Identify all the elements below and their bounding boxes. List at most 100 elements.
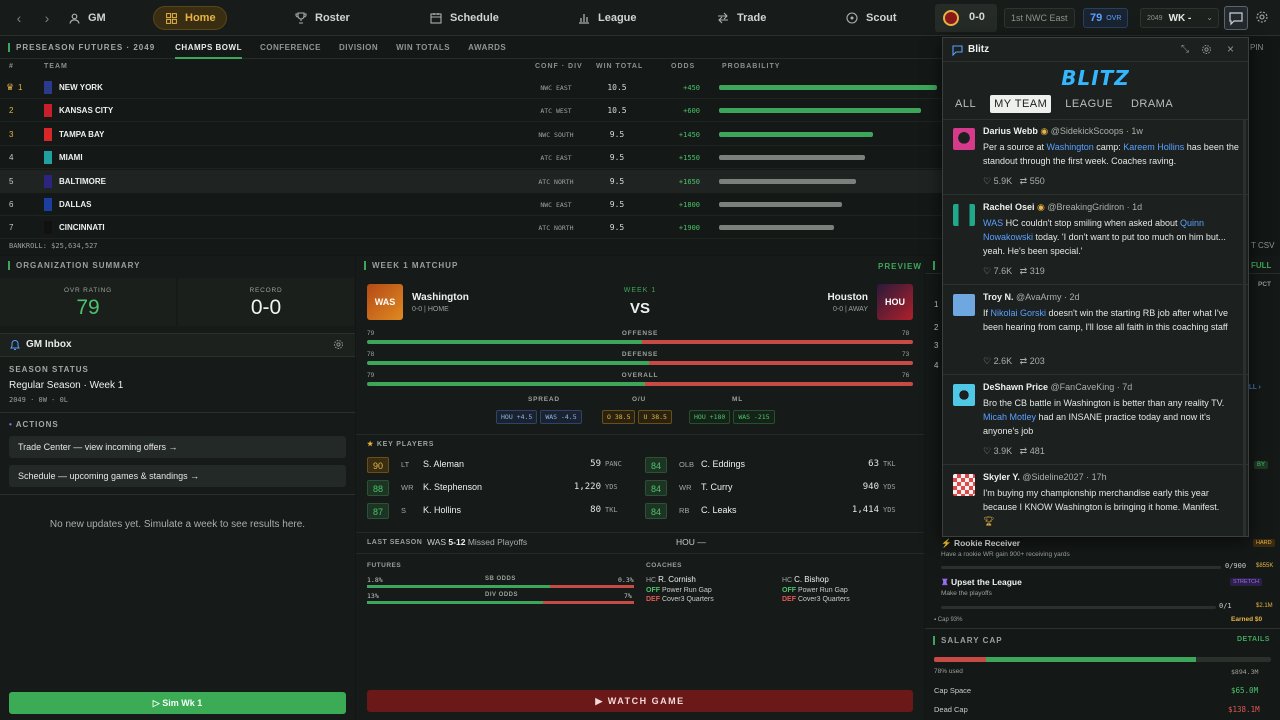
feed-scrollbar[interactable] <box>1243 120 1246 536</box>
tab-awards[interactable]: AWARDS <box>468 42 507 52</box>
details-link[interactable]: DETAILS <box>1237 636 1270 643</box>
user-icon <box>67 11 81 25</box>
team-link[interactable]: Washington <box>1046 142 1094 152</box>
heart-icon[interactable]: ♡ <box>983 176 992 186</box>
table-row[interactable]: 5 BALTIMORE ATC NORTH 9.5 +1650 <box>0 169 942 193</box>
collapse-icon[interactable]: ⤡ <box>1181 44 1189 55</box>
tab-all[interactable]: ALL <box>955 98 977 110</box>
player-link[interactable]: Micah Motley <box>983 412 1037 422</box>
key-player-row[interactable]: 87 S K. Hollins 80 TKL <box>367 503 618 521</box>
division-rank-pill: 1st NWC East <box>1004 8 1075 28</box>
repost-icon[interactable]: ⇄ <box>1019 446 1028 456</box>
gear-icon[interactable] <box>1201 44 1212 58</box>
table-row[interactable]: 6 DALLAS NWC EAST 9.5 +1800 <box>0 193 942 216</box>
gear-icon[interactable] <box>333 339 344 353</box>
player-link[interactable]: Nikolai Gorski <box>990 308 1047 318</box>
nav-trade[interactable]: Trade <box>716 6 766 30</box>
key-player-row[interactable]: 84 WR T. Curry 940 YDS <box>645 480 896 498</box>
nav-gm[interactable]: GM <box>67 6 106 30</box>
settings-gear-icon[interactable] <box>1255 10 1269 24</box>
post[interactable]: DeShawn Price @FanCaveKing · 7d Bro the … <box>943 376 1248 465</box>
full-link[interactable]: FULL <box>1251 261 1272 270</box>
post[interactable]: Rachel Osei ◉ @BreakingGridiron · 1d WAS… <box>943 196 1248 285</box>
heart-icon[interactable]: ♡ <box>983 446 992 456</box>
watch-game-button[interactable]: ▶ WATCH GAME <box>367 690 913 712</box>
post-header: Rachel Osei ◉ @BreakingGridiron · 1d <box>983 202 1142 213</box>
view-all-link[interactable]: LL › <box>1249 384 1261 391</box>
sim-week-button[interactable]: ▷ Sim Wk 1 <box>9 692 346 714</box>
key-player-row[interactable]: 84 OLB C. Eddings 63 TKL <box>645 457 896 475</box>
coach-home-hc: HC R. Cornish <box>646 575 714 586</box>
record-value: 0-0 <box>250 296 282 319</box>
table-row[interactable]: ♛ 1 NEW YORK NWC EAST 10.5 +450 <box>0 76 942 99</box>
key-player-row[interactable]: 84 RB C. Leaks 1,414 YDS <box>645 503 896 521</box>
table-row[interactable]: 2 KANSAS CITY ATC WEST 10.5 +600 <box>0 99 942 123</box>
gm-inbox-header[interactable]: GM Inbox <box>0 333 355 357</box>
table-row[interactable]: 4 MIAMI ATC EAST 9.5 +1550 <box>0 146 942 170</box>
col-odds: ODDS <box>671 63 696 70</box>
nav-scout[interactable]: Scout <box>845 6 897 30</box>
bolt-icon: ⚡ <box>941 538 954 548</box>
forward-arrow-icon[interactable]: › <box>44 10 50 26</box>
player-link[interactable]: Quinn Nowakowski <box>983 218 1205 242</box>
action-schedule[interactable]: Schedule — upcoming games & standings → <box>9 465 346 487</box>
star-icon: ★ <box>367 441 377 448</box>
rank-cell: 1 <box>18 83 23 92</box>
back-arrow-icon[interactable]: ‹ <box>16 10 22 26</box>
probability-bar <box>719 202 843 207</box>
trophy-icon: 🏆︎ <box>983 516 995 526</box>
divider <box>0 494 355 495</box>
player-link[interactable]: Kareem Hollins <box>1123 142 1185 152</box>
week-label: WEEK 1 <box>623 287 657 294</box>
repost-icon[interactable]: ⇄ <box>1019 266 1028 276</box>
week-select[interactable]: 2049 WK - ⌄ <box>1140 8 1219 28</box>
post-author: Troy N. <box>983 292 1014 302</box>
post[interactable]: Darius Webb ◉ @SidekickScoops · 1w Per a… <box>943 120 1248 195</box>
team-record-badge[interactable]: 0-0 <box>935 4 997 32</box>
preview-link[interactable]: PREVIEW <box>878 262 922 271</box>
home-team-logo: WAS <box>367 284 403 320</box>
heart-icon[interactable]: ♡ <box>983 266 992 276</box>
export-csv-button[interactable]: T CSV <box>1251 241 1275 250</box>
close-icon[interactable]: × <box>1227 42 1235 56</box>
tab-win-totals[interactable]: WIN TOTALS <box>396 42 451 52</box>
coach-away-def-value: Cover3 Quarters <box>797 596 850 603</box>
heart-icon[interactable]: ♡ <box>983 356 992 366</box>
post[interactable]: Troy N. @AvaArmy · 2d If Nikolai Gorski … <box>943 286 1248 375</box>
team-name-cell: NEW YORK <box>59 83 103 92</box>
action-trade-center[interactable]: Trade Center — view incoming offers → <box>9 436 346 458</box>
tab-conference[interactable]: CONFERENCE <box>259 42 321 52</box>
repost-count: 481 <box>1029 446 1045 456</box>
verified-badge-icon: ◉ <box>1037 202 1045 212</box>
divider <box>356 553 924 554</box>
repost-icon[interactable]: ⇄ <box>1019 176 1028 186</box>
tab-league[interactable]: LEAGUE <box>1065 98 1113 110</box>
key-player-row[interactable]: 88 WR K. Stephenson 1,220 YDS <box>367 480 618 498</box>
pin-button[interactable]: PIN <box>1250 43 1264 52</box>
tab-drama[interactable]: DRAMA <box>1130 98 1174 110</box>
key-player-row[interactable]: 90 LT S. Aleman 59 PANC <box>367 457 622 475</box>
table-row[interactable]: 7 CINCINNATI ATC NORTH 9.5 +1900 <box>0 216 942 240</box>
rookie-reward: $855K <box>1256 563 1274 569</box>
team-link[interactable]: WAS <box>983 218 1004 228</box>
repost-icon[interactable]: ⇄ <box>1019 356 1028 366</box>
post-handle: @AvaArmy <box>1016 292 1062 302</box>
tab-my-team[interactable]: MY TEAM <box>990 95 1052 113</box>
tab-division[interactable]: DIVISION <box>338 42 379 52</box>
chat-icon[interactable] <box>1224 6 1248 30</box>
text: has been the standout through the first … <box>983 142 1239 166</box>
ml-chips: HOU +180 WAS -215 <box>689 409 778 424</box>
bankroll: BANKROLL: $25,634,527 <box>9 242 98 250</box>
table-row[interactable]: 3 TAMPA BAY NWC SOUTH 9.5 +1450 <box>0 123 942 146</box>
nav-roster[interactable]: Roster <box>294 6 350 30</box>
team-name-cell: DALLAS <box>59 200 92 209</box>
nav-schedule[interactable]: Schedule <box>429 6 499 30</box>
cap-note-text: Cap 93% <box>937 617 963 623</box>
div-odds-right: 7% <box>624 592 632 600</box>
nav-league[interactable]: League <box>577 6 637 30</box>
post[interactable]: Skyler Y. @Sideline2027 · 17h I'm buying… <box>943 466 1248 536</box>
player-stat-unit: TKL <box>883 460 896 468</box>
tab-champs-bowl[interactable]: CHAMPS BOWL <box>175 37 242 59</box>
nav-home[interactable]: Home <box>153 6 227 30</box>
def-tag: DEF <box>646 596 660 603</box>
